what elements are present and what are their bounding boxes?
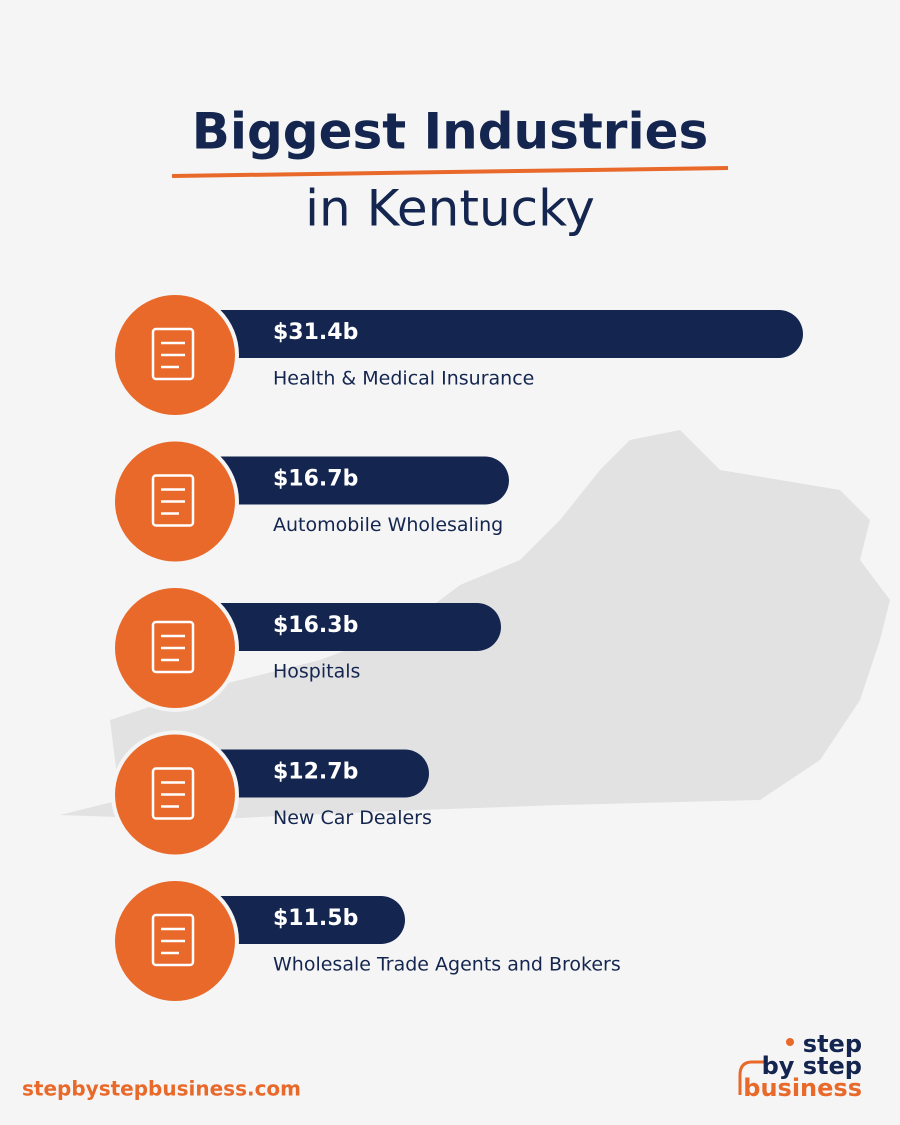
category-label: Automobile Wholesaling: [273, 514, 503, 536]
icon-shape: [151, 913, 195, 967]
bar: [175, 749, 429, 798]
logo-text: by step: [762, 1052, 862, 1080]
icon: [151, 913, 195, 967]
bar: [175, 310, 803, 358]
icon: [151, 620, 195, 674]
icon-shape: [151, 327, 195, 381]
bar: [175, 456, 509, 505]
category-label: Health & Medical Insurance: [273, 368, 534, 390]
value-label: $16.7b: [273, 467, 358, 492]
title-line: Biggest Industries: [192, 103, 709, 161]
value-label: $11.5b: [273, 906, 358, 931]
footer-url: stepbystepbusiness.com: [22, 1077, 301, 1101]
title-line: in Kentucky: [305, 180, 595, 238]
icon: [151, 327, 195, 381]
icon: [151, 767, 195, 820]
logo-dot: [786, 1038, 794, 1046]
icon-shape: [151, 767, 195, 820]
category-label: New Car Dealers: [273, 807, 432, 829]
title-underline: [171, 166, 729, 178]
icon-shape: [151, 620, 195, 674]
category-label: Hospitals: [273, 661, 360, 683]
value-label: $31.4b: [273, 320, 358, 345]
value-label: $12.7b: [273, 760, 358, 785]
bar: [175, 603, 501, 651]
icon: [151, 474, 195, 527]
value-label: $16.3b: [273, 613, 358, 638]
icon-shape: [151, 474, 195, 527]
logo-mark: [738, 1060, 765, 1095]
logo-text: business: [743, 1074, 862, 1102]
category-label: Wholesale Trade Agents and Brokers: [273, 954, 621, 976]
logo-text: step: [803, 1030, 862, 1058]
